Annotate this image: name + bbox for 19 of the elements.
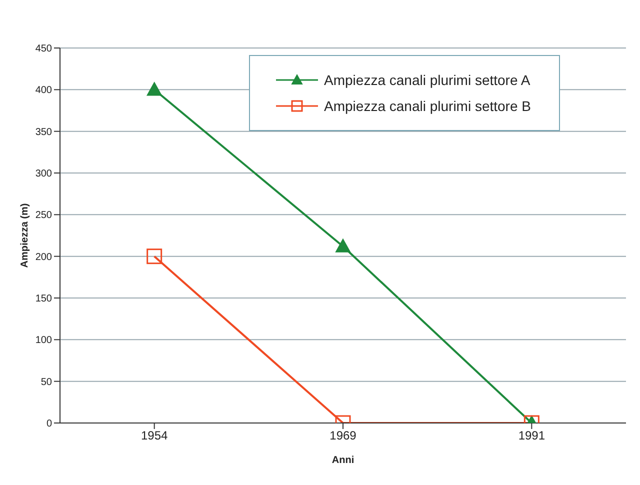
y-tick-label: 250 [35, 210, 52, 222]
y-tick-label: 400 [35, 85, 52, 96]
legend-label: Ampiezza canali plurimi settore A [324, 72, 530, 88]
x-tick-label: 1954 [140, 428, 168, 443]
y-tick-label: 300 [35, 168, 52, 180]
y-axis-title: Ampiezza (m) [20, 203, 31, 268]
y-tick-label: 450 [35, 44, 52, 55]
y-tick-label: 350 [35, 126, 52, 138]
y-tick-label: 200 [35, 252, 52, 263]
point [146, 248, 162, 264]
y-tick-label: 100 [35, 335, 52, 346]
point [336, 238, 350, 252]
x-tick-label: 1991 [518, 428, 546, 443]
legend-label: Ampiezza canali plurimi settore B [324, 98, 531, 114]
y-tick-label: 50 [40, 376, 52, 388]
y-tick-label: 150 [35, 294, 52, 305]
x-tick-label: 1969 [330, 428, 357, 443]
x-axis-title: Anni [332, 455, 354, 466]
y-tick-label: 0 [46, 418, 52, 430]
